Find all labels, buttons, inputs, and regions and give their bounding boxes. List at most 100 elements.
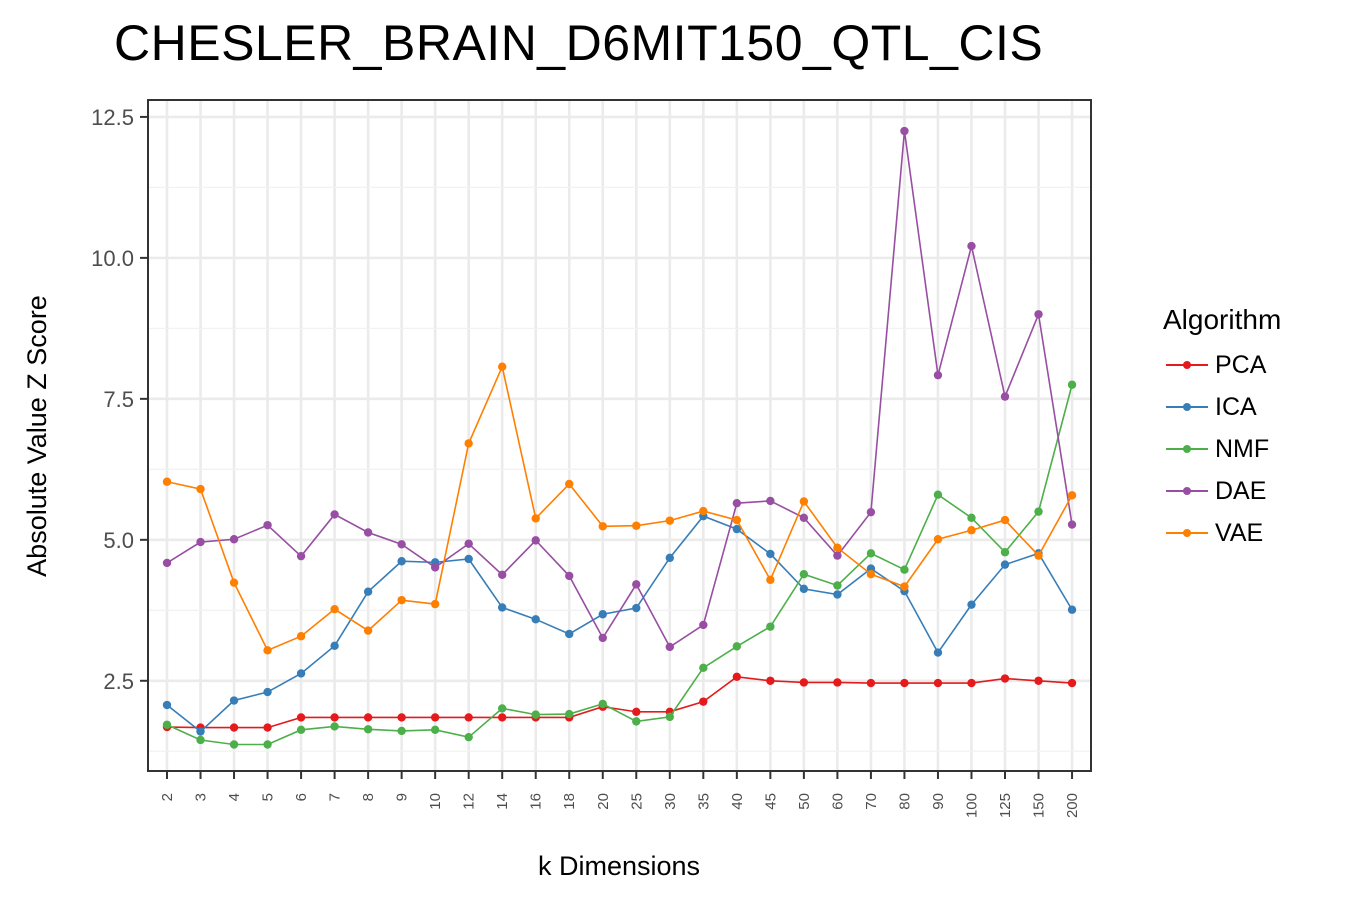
data-point-nmf <box>162 720 172 729</box>
data-point-vae <box>766 575 775 585</box>
data-point-nmf <box>632 717 641 726</box>
x-tick-label: 30 <box>662 793 679 810</box>
data-point-vae <box>229 578 239 587</box>
data-point-dae <box>766 496 775 506</box>
y-tick-label: 10.0 <box>91 246 134 271</box>
x-tick-label: 90 <box>930 793 947 810</box>
data-point-pca <box>933 678 943 688</box>
legend-title: Algorithm <box>1163 304 1282 335</box>
x-tick-label: 8 <box>360 793 377 801</box>
data-point-dae <box>933 370 943 380</box>
data-point-vae <box>330 604 339 614</box>
data-point-nmf <box>833 581 842 590</box>
x-tick-label: 50 <box>796 793 813 810</box>
legend-item-vae: VAE <box>1163 512 1281 554</box>
data-point-dae <box>1034 310 1043 319</box>
x-tick-label: 200 <box>1064 793 1081 818</box>
data-point-ica <box>229 696 239 705</box>
data-point-ica <box>263 687 272 697</box>
data-point-nmf <box>1034 507 1043 516</box>
data-point-ica <box>833 590 842 599</box>
panel-border <box>147 99 1092 772</box>
data-point-dae <box>263 520 272 530</box>
data-point-dae <box>330 510 339 519</box>
data-point-pca <box>900 678 909 688</box>
data-point-ica <box>363 587 373 596</box>
x-tick-label: 35 <box>695 793 712 810</box>
data-point-nmf <box>900 565 909 574</box>
data-point-pca <box>330 713 339 722</box>
legend-item-nmf: NMF <box>1163 428 1281 470</box>
data-point-pca <box>799 678 809 687</box>
data-point-pca <box>296 713 306 722</box>
data-point-pca <box>866 678 876 688</box>
data-point-pca <box>833 678 842 687</box>
data-point-nmf <box>1000 548 1010 557</box>
data-point-pca <box>967 678 976 688</box>
series-layer <box>162 126 1077 749</box>
data-point-dae <box>162 558 172 568</box>
data-point-pca <box>498 713 507 722</box>
data-point-ica <box>799 584 809 594</box>
data-point-ica <box>732 524 742 534</box>
data-point-nmf <box>430 725 440 735</box>
data-point-nmf <box>363 725 373 734</box>
data-point-pca <box>632 707 641 716</box>
data-point-dae <box>833 551 842 560</box>
data-point-nmf <box>1067 380 1077 389</box>
y-tick-label: 5.0 <box>103 528 134 553</box>
x-tick-label: 5 <box>260 793 277 801</box>
x-tick-label: 4 <box>226 793 243 801</box>
data-point-vae <box>665 516 674 525</box>
data-point-vae <box>464 439 473 448</box>
data-point-dae <box>967 241 976 251</box>
data-point-nmf <box>296 725 306 735</box>
data-point-nmf <box>665 712 674 722</box>
data-point-vae <box>531 514 540 523</box>
x-tick-label: 3 <box>193 793 210 801</box>
legend-label: VAE <box>1215 518 1264 547</box>
data-point-vae <box>866 570 876 579</box>
data-point-nmf <box>967 513 976 523</box>
data-point-nmf <box>229 740 239 749</box>
x-tick-label: 20 <box>595 793 612 810</box>
y-axis-title: Absolute Value Z Score <box>22 295 52 577</box>
data-point-nmf <box>699 663 708 673</box>
series-line-vae <box>166 364 1073 652</box>
data-point-vae <box>900 582 909 591</box>
data-point-vae <box>699 506 708 516</box>
data-point-pca <box>766 676 775 685</box>
data-point-vae <box>498 362 507 371</box>
legend-label: NMF <box>1215 434 1270 463</box>
data-point-pca <box>1000 674 1010 683</box>
data-point-nmf <box>866 549 876 558</box>
data-point-vae <box>162 477 172 486</box>
data-point-pca <box>363 713 373 722</box>
x-tick-label: 45 <box>762 793 779 810</box>
axis-layer: 2.55.07.510.012.52 3 4 5 6 7 8 9 10 12 14 16 18 20 25 3… <box>91 105 1081 818</box>
data-point-nmf <box>531 710 540 719</box>
data-point-pca <box>430 713 440 722</box>
data-point-vae <box>598 522 607 531</box>
data-point-dae <box>363 528 373 537</box>
data-point-pca <box>732 672 742 682</box>
data-point-pca <box>229 723 239 732</box>
legend-item-dae: DAE <box>1163 470 1281 512</box>
data-point-vae <box>833 543 842 552</box>
legend: Algorithm PCA ICA NMF DAE VAE <box>1163 304 1281 554</box>
data-point-dae <box>699 620 708 630</box>
x-tick-label: 150 <box>1031 793 1048 818</box>
data-point-pca <box>397 713 406 722</box>
x-tick-label: 80 <box>896 793 913 810</box>
series-vae <box>162 362 1077 655</box>
data-point-dae <box>900 126 909 136</box>
x-tick-label: 60 <box>829 793 846 810</box>
legend-key <box>1163 344 1211 386</box>
data-point-vae <box>1000 515 1010 525</box>
data-point-nmf <box>263 740 272 749</box>
data-point-ica <box>498 603 507 612</box>
data-point-dae <box>229 535 239 544</box>
data-point-nmf <box>330 722 339 731</box>
data-point-nmf <box>799 570 809 579</box>
data-point-pca <box>464 713 473 722</box>
